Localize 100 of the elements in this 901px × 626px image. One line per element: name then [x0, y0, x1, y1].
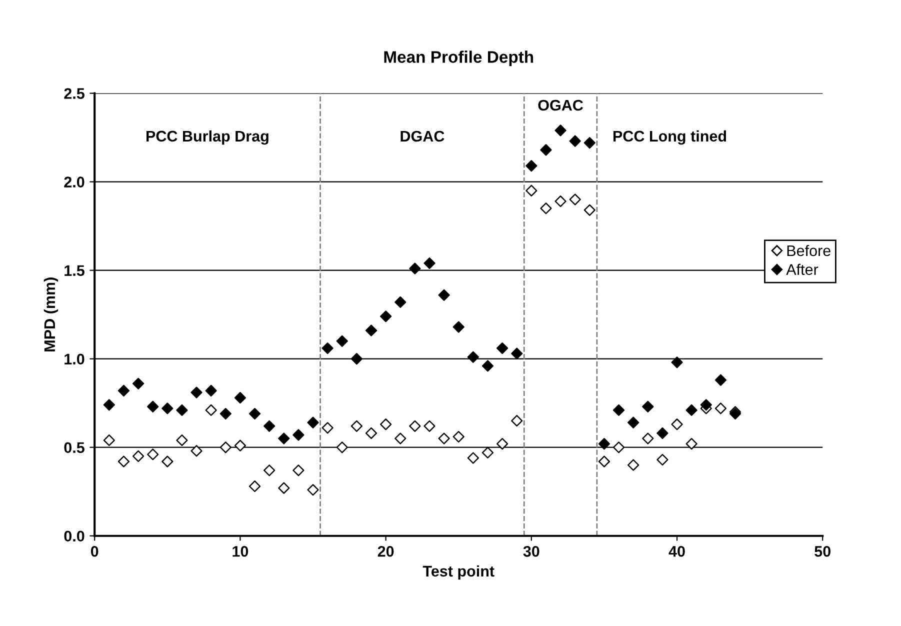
point	[540, 144, 552, 156]
point	[467, 351, 479, 363]
annotation: PCC Long tined	[613, 130, 726, 145]
point	[292, 429, 304, 441]
point	[554, 195, 566, 208]
point	[307, 416, 319, 428]
point	[264, 464, 276, 476]
y-tick-label: 0.5	[64, 442, 84, 454]
point	[714, 374, 727, 386]
point	[132, 378, 144, 390]
point	[612, 404, 625, 416]
point	[642, 432, 654, 444]
x-tick-label: 20	[378, 546, 394, 557]
x-tick-label: 10	[232, 546, 248, 557]
point	[656, 427, 668, 439]
point	[452, 430, 464, 443]
point	[511, 348, 523, 360]
annotation: DGAC	[400, 130, 444, 142]
point	[569, 194, 581, 206]
x-axis-title: Test point	[422, 565, 494, 580]
point	[554, 124, 566, 136]
point	[103, 434, 115, 446]
point	[350, 420, 363, 432]
point	[176, 404, 188, 416]
point	[248, 408, 261, 420]
point	[322, 422, 334, 434]
point	[656, 454, 668, 466]
point	[132, 450, 144, 462]
point	[162, 402, 174, 414]
point	[424, 420, 436, 432]
point	[350, 353, 363, 365]
point	[686, 438, 698, 450]
point	[336, 442, 348, 454]
point	[278, 482, 290, 494]
point	[220, 442, 232, 454]
point	[598, 456, 610, 468]
point	[278, 432, 290, 444]
point	[394, 432, 406, 444]
point	[686, 404, 698, 416]
point	[365, 427, 378, 439]
point	[103, 399, 115, 411]
point	[162, 456, 174, 468]
y-tick-label: 1.0	[64, 354, 84, 365]
point	[496, 438, 508, 450]
point	[438, 432, 450, 444]
point	[671, 356, 683, 368]
point	[292, 464, 304, 476]
point	[190, 386, 202, 398]
point	[220, 408, 232, 420]
point	[205, 404, 217, 416]
chart-title: Mean Profile Depth	[384, 50, 534, 66]
point	[118, 384, 130, 397]
y-tick-label: 2.0	[64, 176, 84, 188]
point	[714, 402, 727, 414]
point	[511, 414, 523, 427]
y-tick-label: 0.0	[64, 530, 84, 542]
point	[118, 456, 130, 468]
point	[700, 399, 712, 411]
y-tick-label: 1.5	[64, 265, 84, 276]
point	[482, 360, 494, 372]
point	[612, 442, 625, 454]
point	[234, 440, 246, 452]
point	[628, 459, 640, 471]
point	[482, 446, 494, 458]
point	[190, 445, 202, 457]
point	[205, 384, 217, 397]
point	[569, 135, 581, 147]
annotation: PCC Burlap Drag	[146, 130, 268, 145]
point	[671, 418, 683, 430]
point	[176, 434, 188, 446]
point	[642, 400, 654, 412]
x-tick-label: 0	[90, 546, 98, 557]
point	[365, 324, 378, 336]
annotation: OGAC	[538, 100, 584, 111]
y-axis-title: MPD (mm)	[44, 278, 58, 352]
point	[628, 416, 640, 428]
point	[264, 420, 276, 432]
point	[452, 321, 464, 333]
point	[147, 400, 159, 412]
point	[322, 342, 334, 354]
point	[540, 202, 552, 214]
point	[248, 480, 261, 492]
point	[496, 342, 508, 354]
point	[147, 448, 159, 460]
point	[336, 335, 348, 347]
point	[467, 452, 479, 464]
point	[409, 262, 421, 274]
point	[584, 137, 596, 149]
point	[526, 160, 538, 172]
point	[584, 204, 596, 216]
point	[380, 418, 392, 430]
x-tick-label: 50	[814, 546, 830, 557]
point	[307, 484, 319, 496]
point	[424, 257, 436, 270]
point	[234, 392, 246, 404]
legend-label: Before	[787, 244, 830, 256]
y-tick-label: 2.5	[64, 88, 84, 99]
x-tick-label: 30	[523, 546, 540, 557]
point	[598, 438, 610, 450]
point	[409, 420, 421, 432]
